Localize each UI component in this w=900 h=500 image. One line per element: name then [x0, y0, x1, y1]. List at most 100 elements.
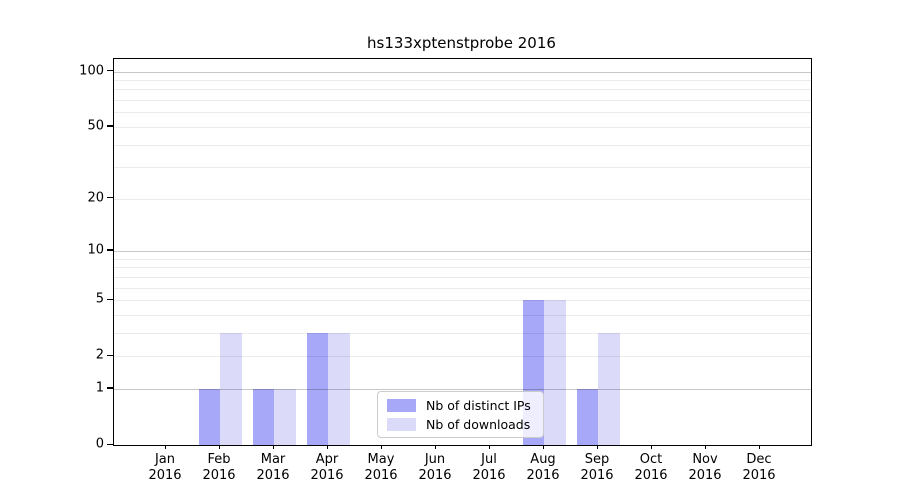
x-tick-label: Feb 2016 [187, 452, 251, 484]
legend-label: Nb of distinct IPs [426, 397, 531, 413]
x-tick-label: Jun 2016 [403, 452, 467, 484]
minor-gridline [114, 89, 811, 91]
x-tick-year: 2016 [688, 468, 722, 483]
bar-downloads [598, 332, 620, 445]
minor-gridline [114, 356, 811, 358]
x-tick-mark [704, 445, 706, 449]
x-tick-year: 2016 [364, 468, 398, 483]
x-tick-label: Aug 2016 [511, 452, 575, 484]
x-tick-mark [218, 445, 220, 449]
y-tick-mark [107, 387, 113, 389]
y-tick-label: 50 [87, 118, 104, 134]
x-tick-month: Jan [154, 452, 176, 467]
x-tick-year: 2016 [256, 468, 290, 483]
minor-gridline [114, 332, 811, 334]
bar-downloads [274, 388, 296, 445]
x-tick-year: 2016 [580, 468, 614, 483]
x-tick-label: Jan 2016 [133, 452, 197, 484]
x-tick-label: Mar 2016 [241, 452, 305, 484]
x-tick-year: 2016 [148, 468, 182, 483]
x-tick-mark [488, 445, 490, 449]
y-tick-label: 1 [95, 380, 104, 396]
x-tick-label: Sep 2016 [565, 452, 629, 484]
x-tick-month: Sep [584, 452, 610, 467]
minor-gridline [114, 167, 811, 169]
legend-swatch [387, 417, 416, 431]
x-tick-month: Mar [260, 452, 286, 467]
x-tick-year: 2016 [634, 468, 668, 483]
x-tick-label: Dec 2016 [727, 452, 791, 484]
minor-gridline [114, 112, 811, 114]
legend-label: Nb of downloads [426, 416, 531, 432]
y-tick-mark [107, 249, 113, 251]
x-tick-month: Oct [639, 452, 663, 467]
minor-gridline [114, 80, 811, 82]
y-tick-mark [107, 298, 113, 300]
x-tick-label: Oct 2016 [619, 452, 683, 484]
legend-row: Nb of downloads [387, 417, 534, 432]
x-tick-label: Jul 2016 [457, 452, 521, 484]
x-tick-label: May 2016 [349, 452, 413, 484]
bar-distinct-ips [306, 332, 328, 445]
minor-gridline [114, 314, 811, 316]
x-tick-month: Jul [481, 452, 497, 467]
x-tick-month: Aug [530, 452, 556, 467]
legend-swatch [387, 398, 416, 412]
x-tick-mark [650, 445, 652, 449]
x-tick-year: 2016 [472, 468, 506, 483]
x-tick-mark [434, 445, 436, 449]
minor-gridline [114, 144, 811, 146]
legend: Nb of distinct IPs Nb of downloads [377, 391, 544, 438]
y-tick-mark [107, 125, 113, 127]
y-tick-mark [107, 354, 113, 356]
minor-gridline [114, 198, 811, 200]
x-tick-mark [380, 445, 382, 449]
x-tick-year: 2016 [742, 468, 776, 483]
y-tick-label: 2 [95, 347, 104, 363]
x-tick-year: 2016 [310, 468, 344, 483]
x-tick-month: Feb [207, 452, 231, 467]
x-tick-year: 2016 [418, 468, 452, 483]
minor-gridline [114, 126, 811, 128]
y-tick-mark [107, 70, 113, 72]
bar-downloads [328, 332, 350, 445]
x-tick-mark [164, 445, 166, 449]
minor-gridline [114, 100, 811, 102]
x-tick-mark [326, 445, 328, 449]
x-tick-mark [272, 445, 274, 449]
x-tick-mark [542, 445, 544, 449]
x-tick-month: Dec [746, 452, 772, 467]
minor-gridline [114, 258, 811, 260]
bar-downloads [220, 332, 242, 445]
minor-gridline [114, 267, 811, 269]
x-tick-month: Nov [692, 452, 718, 467]
y-tick-mark [107, 197, 113, 199]
plot-area [113, 58, 812, 446]
x-tick-label: Apr 2016 [295, 452, 359, 484]
x-tick-mark [758, 445, 760, 449]
legend-row: Nb of distinct IPs [387, 398, 534, 413]
minor-gridline [114, 276, 811, 278]
y-tick-label: 100 [79, 63, 104, 79]
x-tick-month: Jun [424, 452, 446, 467]
bar-downloads [544, 300, 566, 445]
y-tick-mark [107, 443, 113, 445]
bar-distinct-ips [576, 388, 598, 445]
y-tick-label: 10 [87, 242, 104, 258]
major-gridline [114, 250, 811, 252]
y-tick-label: 20 [87, 190, 104, 206]
bar-distinct-ips [252, 388, 274, 445]
minor-gridline [114, 287, 811, 289]
x-tick-month: May [367, 452, 395, 467]
x-tick-mark [596, 445, 598, 449]
bar-distinct-ips [198, 388, 220, 445]
x-tick-label: Nov 2016 [673, 452, 737, 484]
chart-title: hs133xptenstprobe 2016 [367, 34, 556, 52]
x-tick-month: Apr [315, 452, 339, 467]
x-tick-year: 2016 [202, 468, 236, 483]
minor-gridline [114, 300, 811, 302]
y-tick-label: 0 [95, 436, 104, 452]
major-gridline [114, 388, 811, 390]
y-tick-label: 5 [95, 291, 104, 307]
